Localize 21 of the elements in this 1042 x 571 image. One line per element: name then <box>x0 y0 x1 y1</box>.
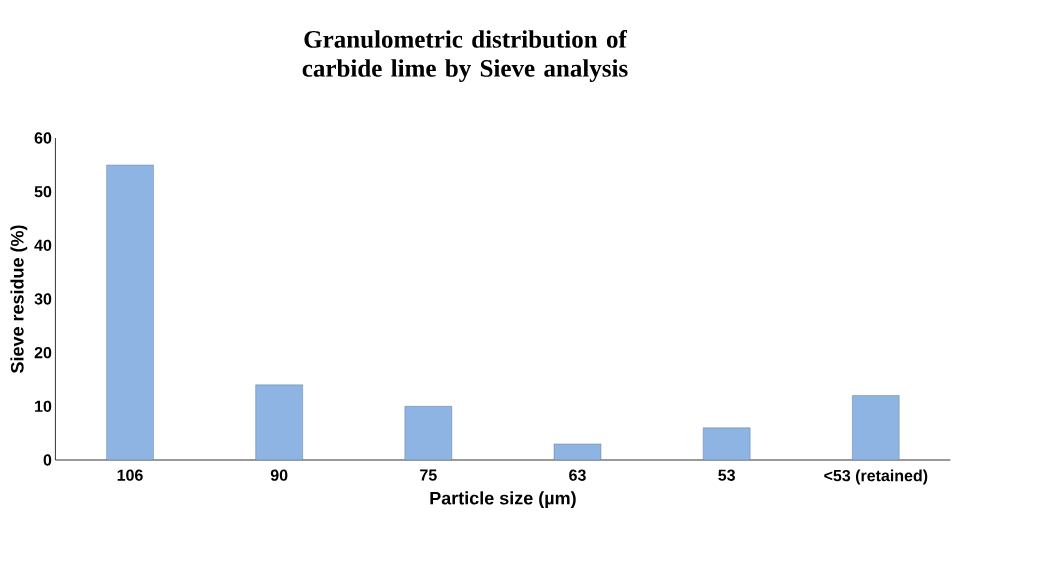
x-tick-label: 75 <box>420 469 437 481</box>
bar <box>255 384 303 460</box>
y-tick-label: 0 <box>43 454 52 466</box>
y-tick-label: 10 <box>35 400 52 412</box>
bar <box>106 164 154 460</box>
y-axis-title: Sieve residue (%) <box>10 225 28 374</box>
x-tick-label: 106 <box>117 469 143 481</box>
x-tick-label: <53 (retained) <box>824 469 928 485</box>
y-tick-label: 50 <box>34 186 52 198</box>
bar <box>702 427 751 460</box>
chart-title: Granulometric distribution of carbide lime by Sieve analysis <box>302 30 628 82</box>
y-tick-label: 60 <box>34 132 52 144</box>
x-tick-label: 63 <box>569 469 586 481</box>
x-axis-title: Particle size (µm) <box>430 491 576 509</box>
bar <box>404 406 453 460</box>
bar <box>852 395 900 460</box>
y-tick-label: 40 <box>34 239 52 251</box>
x-tick-label: 53 <box>718 469 735 481</box>
x-tick-label: 90 <box>270 469 288 481</box>
y-tick-label: 20 <box>34 347 52 359</box>
y-tick-label: 30 <box>34 293 52 305</box>
